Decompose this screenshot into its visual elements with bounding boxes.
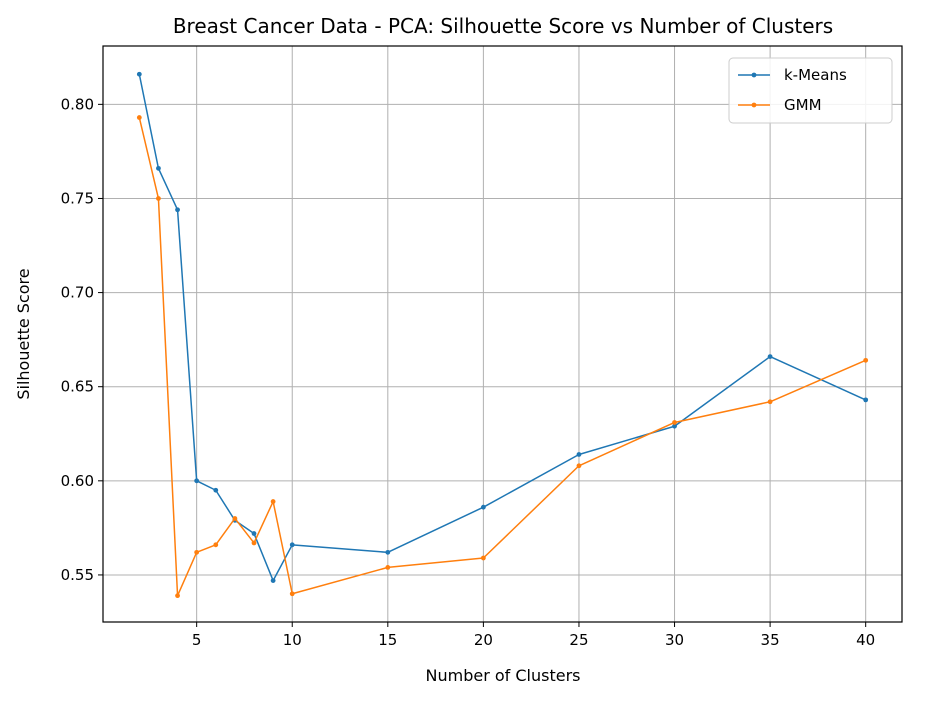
data-point — [175, 593, 180, 599]
data-point — [385, 565, 391, 570]
y-tick-label: 0.80 — [61, 95, 94, 113]
data-point — [136, 71, 142, 77]
data-point — [213, 542, 219, 548]
legend-swatch-marker — [751, 72, 757, 78]
series-lines — [136, 71, 869, 599]
data-point — [480, 504, 486, 510]
x-tick-label: 35 — [761, 631, 780, 649]
data-point — [232, 516, 238, 521]
data-point — [289, 591, 295, 597]
legend-label: GMM — [784, 96, 822, 114]
x-tick-label: 40 — [856, 631, 875, 649]
y-tick-label: 0.65 — [61, 378, 94, 396]
legend-swatch-marker — [751, 102, 757, 108]
data-point — [289, 542, 295, 548]
chart-title: Breast Cancer Data - PCA: Silhouette Sco… — [173, 14, 833, 38]
data-point — [863, 357, 869, 363]
x-tick-label: 10 — [283, 631, 302, 649]
data-point — [156, 196, 161, 201]
legend: k-Means GMM — [728, 57, 893, 124]
series-line-0 — [138, 74, 866, 582]
series-line-1 — [138, 117, 866, 597]
data-point — [270, 578, 276, 583]
data-point — [136, 115, 142, 120]
data-point — [213, 487, 219, 493]
x-tick-label: 15 — [378, 631, 397, 649]
y-axis-label: Silhouette Score — [14, 268, 33, 399]
y-tick-label: 0.55 — [61, 566, 94, 584]
data-point — [251, 531, 257, 536]
data-point — [672, 423, 677, 429]
data-point — [270, 499, 276, 504]
data-point — [175, 207, 180, 213]
data-point — [251, 540, 257, 546]
x-tick-label: 5 — [192, 631, 202, 649]
data-point — [863, 397, 869, 403]
data-point — [194, 478, 200, 484]
legend-label: k-Means — [784, 66, 847, 84]
data-point — [576, 452, 582, 457]
data-point — [385, 549, 391, 555]
data-point — [576, 463, 582, 469]
y-axis: 0.55 0.60 0.65 0.70 0.75 0.80 — [61, 95, 103, 584]
data-point — [194, 549, 200, 555]
x-tick-label: 20 — [474, 631, 493, 649]
y-tick-label: 0.60 — [61, 472, 94, 490]
data-point — [767, 399, 773, 405]
y-tick-label: 0.75 — [61, 189, 94, 207]
x-axis-label: Number of Clusters — [426, 666, 581, 685]
y-tick-label: 0.70 — [61, 284, 94, 302]
data-point — [480, 555, 486, 561]
data-point — [672, 420, 677, 425]
data-point — [156, 165, 161, 171]
x-tick-label: 30 — [665, 631, 684, 649]
data-point — [767, 354, 773, 359]
x-axis: 5 10 15 20 25 30 35 40 — [192, 622, 875, 649]
x-tick-label: 25 — [569, 631, 588, 649]
plot-frame — [102, 45, 903, 623]
